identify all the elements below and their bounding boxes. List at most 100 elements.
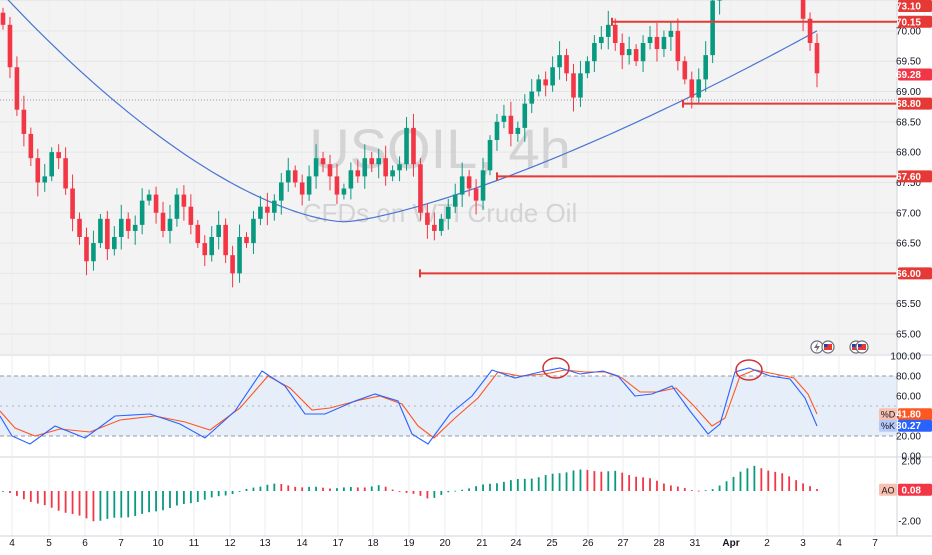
ao-bar	[99, 491, 102, 521]
candle-body	[292, 170, 298, 183]
ao-bar	[663, 483, 665, 491]
candle-body	[153, 194, 159, 213]
ao-bar	[43, 491, 46, 506]
ao-bar	[739, 471, 742, 491]
ao-bar	[447, 491, 450, 493]
time-label: 28	[653, 538, 665, 549]
candle-body	[216, 224, 221, 237]
horizontal-levels[interactable]	[419, 0, 897, 278]
time-label: 4	[9, 538, 15, 549]
ao-bar	[767, 470, 770, 491]
ao-bar	[273, 483, 276, 491]
time-label: 25	[546, 538, 558, 549]
candle-body	[230, 255, 235, 274]
ao-bar	[489, 483, 491, 491]
candle-body	[98, 218, 103, 244]
candle-body	[327, 164, 333, 177]
candle-body	[612, 24, 618, 43]
candle-body	[14, 67, 20, 110]
time-label: 14	[296, 538, 308, 549]
ao-bar	[224, 491, 227, 496]
ao-bar	[155, 491, 157, 512]
candle-body	[285, 170, 291, 183]
ao-bar	[363, 487, 366, 491]
us-flag-icon[interactable]	[855, 340, 869, 354]
candle-body	[703, 55, 708, 80]
ao-bar	[656, 480, 658, 491]
candle-body	[369, 158, 375, 165]
candle-body	[452, 194, 458, 207]
candle-body	[599, 36, 604, 43]
events-icon[interactable]	[810, 340, 824, 354]
ao-bar	[412, 491, 415, 494]
price-axis[interactable]: 72.5072.0071.5071.0070.5070.0069.5069.00…	[896, 0, 921, 341]
ao-bar	[558, 473, 561, 491]
time-label: 20	[439, 538, 451, 549]
watermark-symbol: USOIL, 4h	[309, 117, 570, 180]
candle-body	[299, 182, 305, 195]
ao-bar	[816, 489, 818, 491]
level-price-text: 70.15	[896, 17, 921, 28]
time-label: 13	[259, 538, 271, 549]
candle-body	[543, 79, 548, 86]
us-flag-icon[interactable]	[821, 340, 835, 354]
time-label: 21	[476, 538, 488, 549]
candle-body	[605, 24, 611, 37]
candles[interactable]	[0, 0, 820, 288]
candle-body	[397, 164, 402, 171]
candle-body	[313, 158, 319, 177]
ao-label-tag	[879, 483, 897, 496]
ao-bar	[176, 491, 178, 506]
stoch-k-label: %K	[881, 421, 895, 431]
ao-bar	[454, 490, 457, 492]
candle-body	[473, 188, 479, 201]
ao-bar	[537, 477, 540, 491]
ao-tick: 2.00	[902, 457, 922, 468]
ao-bar	[683, 488, 686, 491]
candle-body	[536, 79, 542, 92]
stoch-tick: 80.00	[896, 372, 921, 383]
time-axis[interactable]	[0, 536, 932, 550]
time-label: 2	[764, 538, 770, 549]
candle-body	[272, 200, 277, 213]
candle-body	[633, 49, 639, 62]
ao-bar	[398, 491, 401, 492]
candle-body	[188, 206, 194, 225]
candle-body	[647, 36, 653, 43]
candle-body	[112, 237, 117, 250]
ao-axis[interactable]: 2.00 -2.00	[898, 457, 921, 528]
candle-body	[404, 127, 409, 165]
ao-bar	[308, 486, 311, 491]
candle-body	[146, 194, 152, 201]
ao-bar	[628, 475, 631, 491]
candle-body	[668, 30, 674, 37]
price-tick: 68.00	[896, 148, 921, 159]
candle-body	[466, 176, 472, 189]
candle-body	[355, 170, 361, 177]
candle-body	[550, 67, 555, 86]
candle-body	[557, 55, 562, 68]
ao-bar	[690, 490, 693, 491]
candle-body	[84, 237, 89, 262]
ao-bar	[329, 488, 331, 491]
time-label: Apr	[722, 538, 739, 549]
level-price-text: 67.60	[896, 172, 921, 183]
ao-bar	[621, 472, 624, 491]
ao-bar	[760, 468, 763, 491]
ao-bar	[753, 465, 756, 491]
ao-bar	[162, 491, 164, 511]
stoch-d-value: 41.80	[896, 410, 921, 421]
candle-body	[682, 61, 688, 80]
time-label: 17	[332, 538, 344, 549]
candle-body	[390, 170, 395, 177]
candle-body	[717, 0, 722, 1]
candle-body	[640, 43, 646, 62]
ao-bar	[377, 485, 380, 491]
candle-body	[0, 12, 6, 25]
ao-bar	[802, 483, 804, 491]
ao-bar	[343, 487, 345, 491]
ao-bar	[809, 486, 811, 491]
ao-bar	[461, 489, 464, 491]
candle-body	[223, 224, 228, 256]
